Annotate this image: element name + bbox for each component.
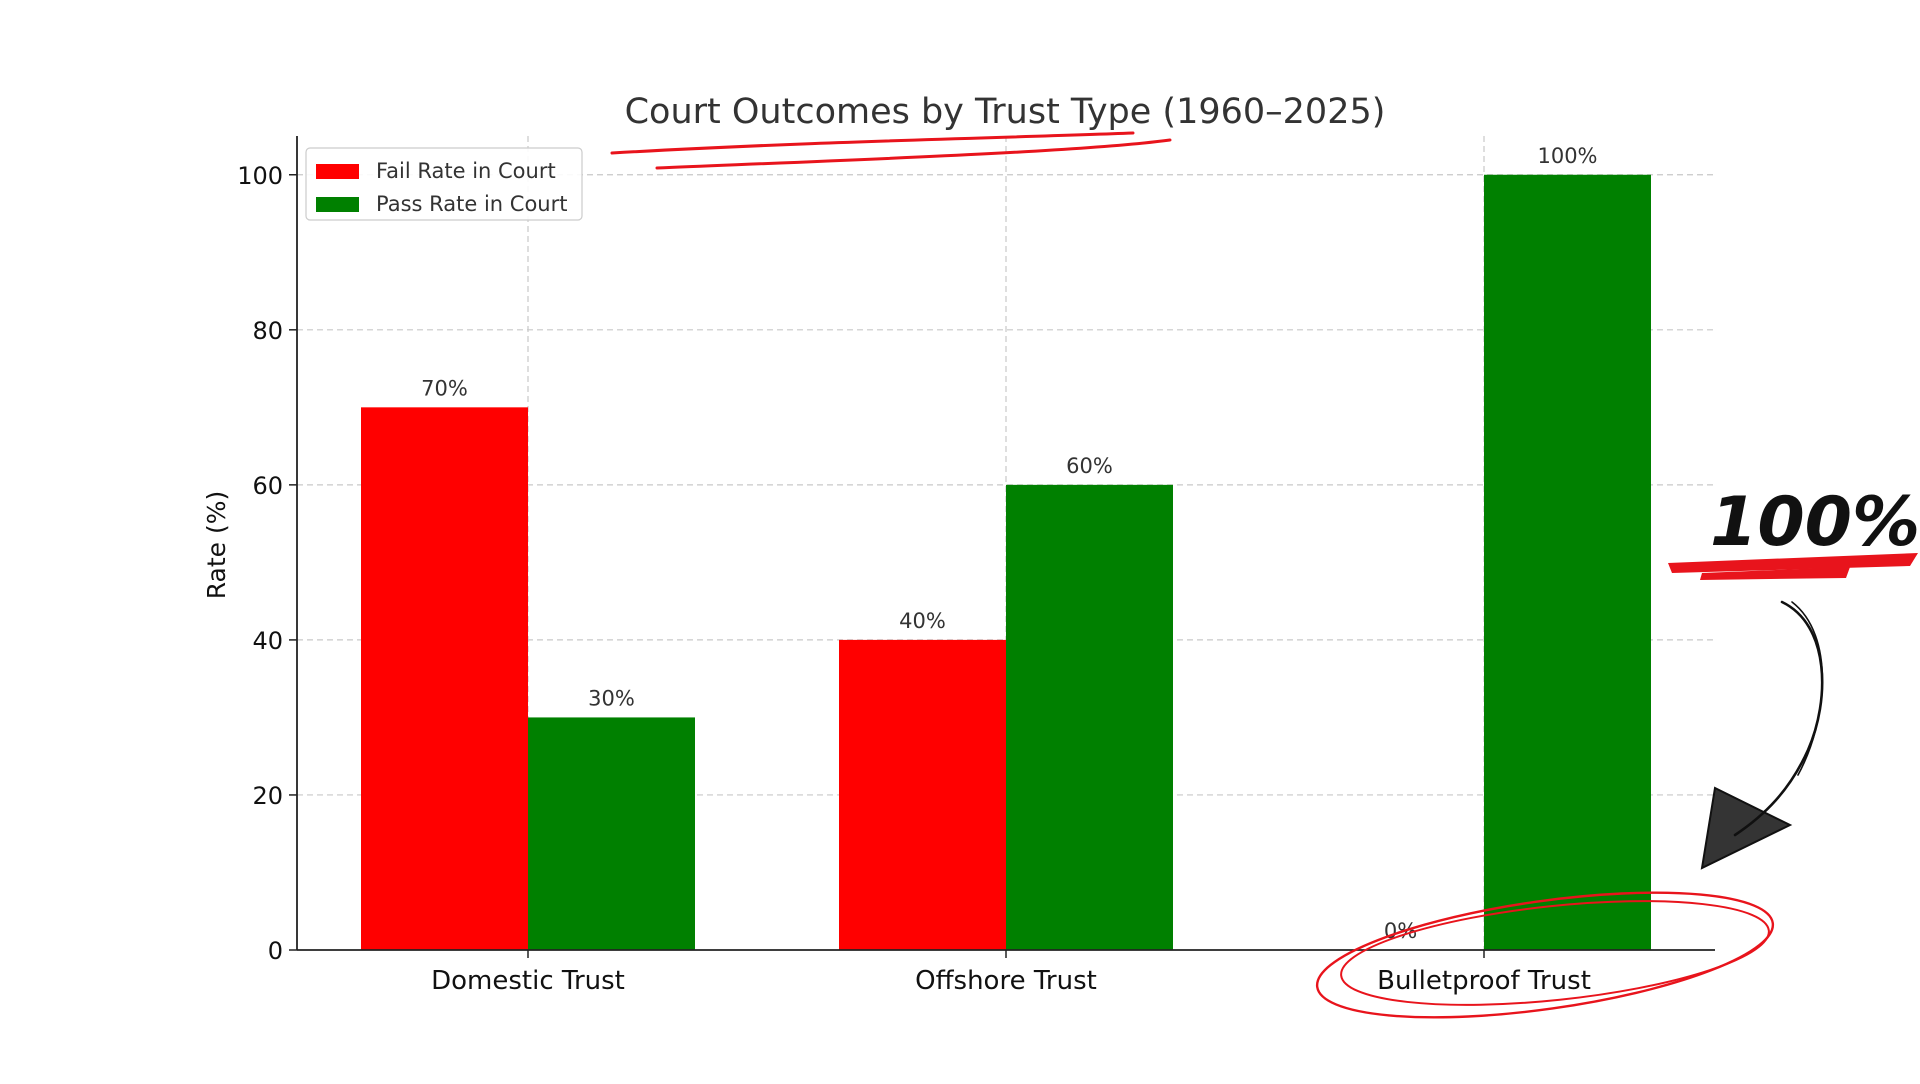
- y-axis-label: Rate (%): [202, 491, 231, 600]
- y-tick-label: 80: [252, 317, 283, 345]
- axes: 0 20 40 60 80 100 Domestic Trust Offshore Trust…: [237, 136, 1715, 996]
- callout-underline-2: [1700, 567, 1850, 580]
- callout-text: 100%: [1710, 483, 1920, 562]
- fail-bar-domestic-trust: [361, 407, 528, 950]
- y-tick-label: 0: [268, 937, 283, 965]
- hand-annotations: 100%: [610, 131, 1920, 1019]
- chart-title: Court Outcomes by Trust Type (1960–2025): [625, 92, 1386, 132]
- bars: [361, 174, 1651, 950]
- y-tick-label: 60: [252, 472, 283, 500]
- title-underline-2: [655, 138, 1172, 170]
- callout-underline-1: [1668, 553, 1918, 573]
- arrow-curve-2: [1791, 601, 1824, 776]
- arrow-curve-1: [1733, 600, 1824, 837]
- legend-box: [305, 147, 583, 221]
- y-tick-label: 40: [252, 627, 283, 655]
- legend-label-1: Pass Rate in Court: [376, 192, 567, 216]
- pass-data-label: 100%: [1537, 144, 1597, 168]
- pass-data-label: 60%: [1066, 454, 1113, 478]
- fail-data-label: 70%: [421, 376, 468, 400]
- x-tick-label: Domestic Trust: [431, 966, 625, 996]
- x-tick-label: Bulletproof Trust: [1377, 966, 1591, 996]
- fail-bar-offshore-trust: [839, 639, 1006, 950]
- x-tick-label: Offshore Trust: [915, 966, 1097, 996]
- legend-swatch-1: [316, 197, 359, 212]
- pass-bar-domestic-trust: [528, 717, 695, 950]
- title-underline-1: [610, 131, 1135, 155]
- pass-data-label: 30%: [588, 686, 635, 710]
- fail-data-label: 40%: [899, 609, 946, 633]
- legend-swatch-0: [316, 164, 359, 179]
- y-tick-label: 100: [237, 162, 283, 190]
- highlight-circle-2: [1340, 900, 1770, 1006]
- data-labels: 70%40%0%30%60%100%: [421, 144, 1597, 943]
- arrow-head: [1700, 786, 1793, 870]
- legend: Fail Rate in Court Pass Rate in Court: [305, 147, 583, 221]
- pass-bar-bulletproof-trust: [1484, 174, 1651, 950]
- legend-label-0: Fail Rate in Court: [376, 159, 556, 183]
- pass-bar-offshore-trust: [1006, 484, 1173, 950]
- y-tick-label: 20: [252, 782, 283, 810]
- highlight-circle-1: [1315, 891, 1775, 1019]
